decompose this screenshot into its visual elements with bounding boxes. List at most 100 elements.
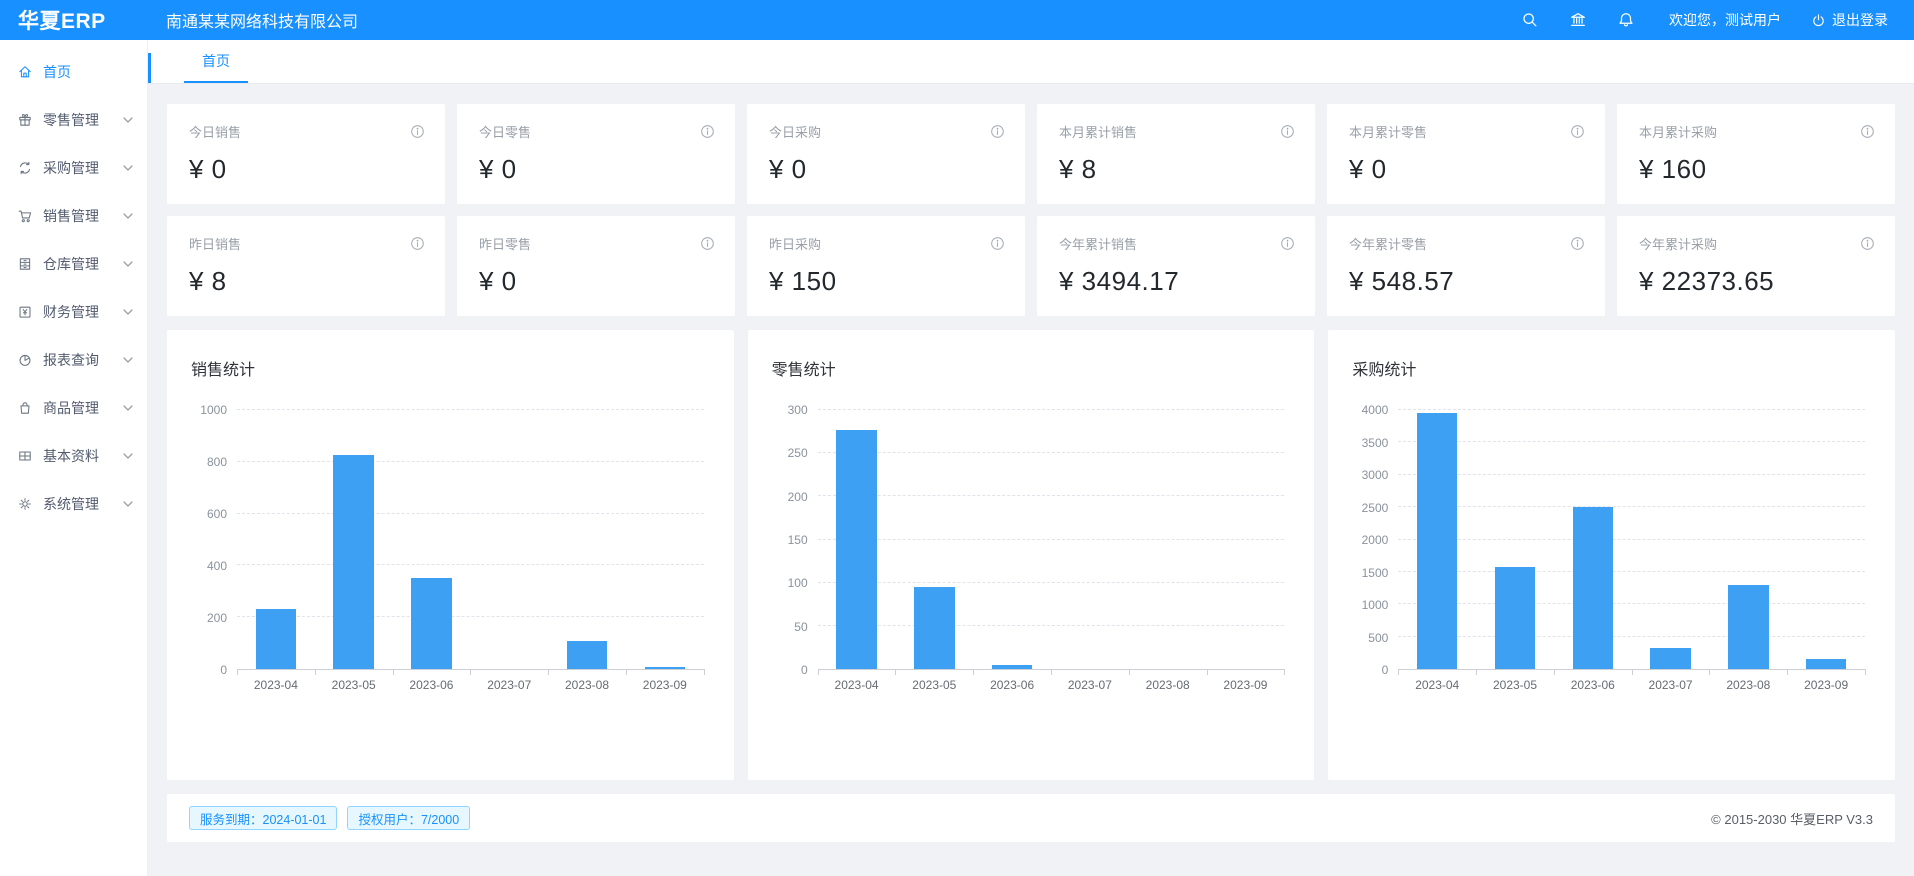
gridline [1398, 603, 1865, 605]
x-axis-tick [973, 669, 975, 675]
bar-slot [1051, 410, 1129, 669]
bar-2023-05 [1494, 566, 1536, 669]
tab-home[interactable]: 首页 [184, 40, 248, 83]
info-icon[interactable] [990, 236, 1005, 251]
sidebar-item-finance[interactable]: 财务管理 [0, 288, 147, 336]
x-axis-tick-label: 2023-07 [1067, 678, 1112, 692]
stat-card-month-sales: 本月累计销售 ¥ 8 [1037, 104, 1315, 204]
sidebar-item-goods[interactable]: 商品管理 [0, 384, 147, 432]
bar-2023-05 [333, 455, 374, 669]
sidebar-item-label: 财务管理 [43, 304, 99, 320]
sidebar-item-label: 采购管理 [43, 160, 99, 176]
stat-card-value: ¥ 22373.65 [1639, 266, 1775, 296]
bar-slot [1207, 410, 1285, 669]
bar-2023-08 [566, 640, 608, 669]
logout-button[interactable]: 退出登录 [1811, 10, 1888, 30]
sidebar-item-system[interactable]: 系统管理 [0, 480, 147, 528]
stat-card-label: 昨日零售 [479, 237, 532, 252]
x-axis-tick [817, 669, 819, 675]
tab-label: 首页 [202, 52, 230, 69]
licensed-users-badge[interactable]: 授权用户：7/2000 [347, 806, 471, 830]
stat-card-value: ¥ 0 [189, 154, 227, 184]
sidebar-item-retail[interactable]: 零售管理 [0, 96, 147, 144]
bell-icon[interactable] [1617, 11, 1635, 29]
sidebar-item-purchase[interactable]: 采购管理 [0, 144, 147, 192]
chevron-down-icon [123, 403, 133, 413]
stat-card-month-retail: 本月累计零售 ¥ 0 [1327, 104, 1605, 204]
y-axis-tick-label: 0 [800, 663, 808, 677]
sidebar-item-reports[interactable]: 报表查询 [0, 336, 147, 384]
service-expiry-badge[interactable]: 服务到期：2024-01-01 [189, 806, 338, 830]
finance-icon [17, 304, 33, 320]
power-icon [1813, 13, 1824, 26]
gridline [1398, 473, 1865, 475]
gridline [1398, 635, 1865, 637]
bank-icon[interactable] [1569, 11, 1587, 29]
welcome-text: 欢迎您，测试用户 [1669, 12, 1781, 28]
x-axis-tick [1865, 669, 1866, 675]
search-icon[interactable] [1521, 11, 1539, 29]
bag-icon [17, 400, 33, 416]
stat-card-value: ¥ 150 [769, 266, 837, 296]
stat-card-today-sales: 今日销售 ¥ 0 [167, 104, 445, 204]
grid-icon [17, 448, 33, 464]
info-icon[interactable] [1570, 124, 1585, 139]
sidebar-item-sales[interactable]: 销售管理 [0, 192, 147, 240]
info-icon[interactable] [1570, 236, 1585, 251]
info-icon[interactable] [700, 124, 715, 139]
y-axis-tick-label: 200 [787, 489, 808, 504]
y-axis-tick-label: 300 [787, 403, 808, 417]
x-axis-tick [314, 669, 316, 675]
bar-slot [470, 410, 548, 669]
stat-card-value: ¥ 0 [769, 154, 807, 184]
y-axis-tick-label: 0 [220, 663, 227, 677]
gridline [1398, 570, 1865, 572]
sidebar-item-label: 零售管理 [43, 112, 99, 128]
stat-cards-row-1: 今日销售 ¥ 0 今日零售 ¥ 0 今日采购 ¥ 0 [167, 104, 1895, 204]
info-icon[interactable] [990, 124, 1005, 139]
y-axis-tick-label: 2000 [1361, 533, 1389, 547]
x-axis-tick-label: 2023-05 [912, 678, 957, 692]
info-icon[interactable] [1280, 124, 1295, 139]
info-icon[interactable] [410, 124, 425, 139]
sidebar: 首页 零售管理 采购管理 销售管理 仓库管理 [0, 40, 148, 876]
stat-card-yesterday-retail: 昨日零售 ¥ 0 [457, 216, 735, 316]
x-axis-tick-label: 2023-05 [1492, 678, 1538, 692]
chart-title: 销售统计 [191, 362, 256, 379]
x-axis-tick [1398, 669, 1400, 675]
charts-row: 销售统计 0 200 400 600 800 1000 2023-04 2023-05 202… [167, 330, 1895, 780]
bar-slot [1554, 410, 1632, 669]
info-icon[interactable] [1860, 236, 1875, 251]
x-axis-tick [548, 669, 550, 675]
sidebar-item-warehouse[interactable]: 仓库管理 [0, 240, 147, 288]
stat-card-value: ¥ 3494.17 [1059, 266, 1180, 296]
x-axis-tick-label: 2023-06 [409, 678, 454, 692]
bar-slot [818, 410, 896, 669]
gift-icon [17, 112, 33, 128]
gridline [237, 512, 704, 514]
gridline [237, 409, 704, 410]
x-axis-tick-label: 2023-08 [564, 678, 610, 692]
tab-accent-bar [148, 53, 151, 83]
sidebar-item-basic-data[interactable]: 基本资料 [0, 432, 147, 480]
stat-card-label: 本月累计采购 [1639, 125, 1718, 140]
app-header: 华夏ERP 南通某某网络科技有限公司 欢迎您，测试用户 退出登录 [0, 0, 1914, 40]
x-axis-tick [625, 669, 627, 675]
gridline [237, 564, 704, 566]
stat-card-yesterday-sales: 昨日销售 ¥ 8 [167, 216, 445, 316]
sidebar-item-home[interactable]: 首页 [0, 48, 147, 96]
bar-slot [1398, 410, 1476, 669]
stat-card-value: ¥ 0 [1349, 154, 1387, 184]
stat-card-label: 今年累计零售 [1349, 237, 1428, 252]
info-icon[interactable] [700, 236, 715, 251]
app-logo[interactable]: 华夏ERP [18, 10, 106, 33]
info-icon[interactable] [1280, 236, 1295, 251]
y-axis-tick-label: 3500 [1361, 435, 1389, 450]
gridline [817, 581, 1285, 583]
info-icon[interactable] [410, 236, 425, 251]
stat-card-label: 今日零售 [479, 125, 532, 140]
info-icon[interactable] [1860, 124, 1875, 139]
purchase-chart-panel: 采购统计 0 500 1000 1500 2000 2500 3000 3500 4000 20… [1328, 330, 1895, 780]
x-axis-tick [703, 669, 705, 675]
